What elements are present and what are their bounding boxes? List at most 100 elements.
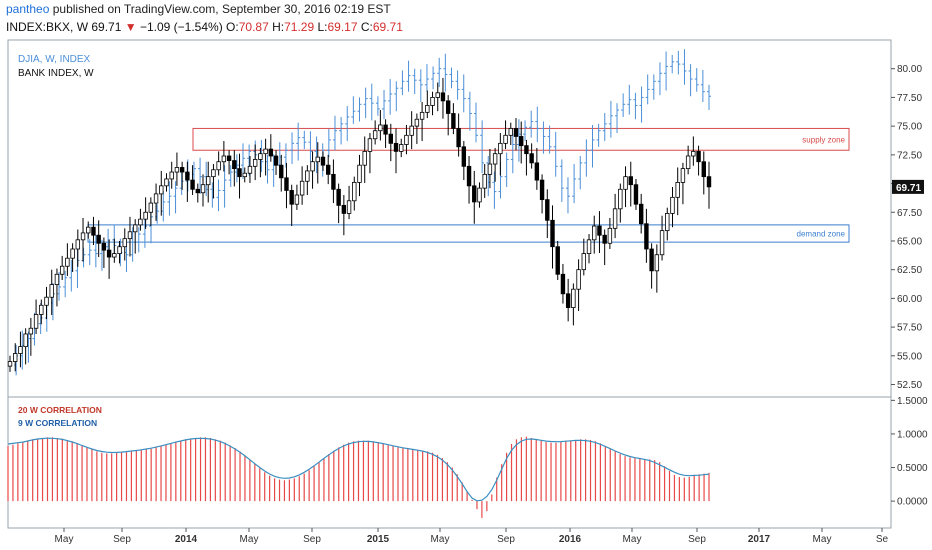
bank-candle [508,128,513,136]
bank-candle [685,155,691,170]
x-tick-label: May [813,534,832,545]
bank-candle [461,146,467,167]
bank-candle [159,185,164,195]
bank-candle [299,180,305,196]
low-value: 69.17 [327,20,358,34]
down-arrow-icon: ▼ [124,20,137,34]
author-link[interactable]: pantheo [6,2,50,16]
bank-candle [164,178,169,187]
bank-candle [148,202,154,213]
bank-candle [571,288,576,308]
bank-candle [268,148,274,157]
bank-candle [383,124,388,135]
bank-candle [28,327,34,335]
x-tick-label: May [240,534,259,545]
bank-candle [357,164,362,183]
bank-candle [524,145,529,155]
bank-candle [49,284,54,298]
close-label: C: [360,20,373,34]
bank-candle [565,293,571,308]
bank-candle [33,314,39,329]
bank-candle [649,248,654,272]
publish-text: published on TradingView.com, September … [52,2,391,16]
bank-candle [539,179,545,201]
x-tick-label: Sep [303,534,321,545]
bank-candle [388,133,393,144]
bank-candle [352,181,357,202]
y-tick-label: 52.50 [897,380,922,391]
x-tick-label: 2017 [748,534,771,545]
bank-candle [550,219,555,248]
bank-candle [440,92,446,102]
bank-candle [602,234,607,244]
bank-candle [691,150,696,157]
bank-candle [644,223,649,250]
bank-candle [560,273,566,295]
bank-candle [399,144,404,152]
bank-candle [117,246,122,254]
bank-candle [263,148,268,155]
bank-candle [101,242,107,251]
open-value: 70.87 [238,20,269,34]
high-label: H: [272,20,285,34]
bank-candle [451,113,456,129]
y-tick-label: 75.00 [897,122,922,133]
bank-candle [284,177,289,191]
bank-candle [326,164,331,175]
x-tick-label: Sep [497,534,515,545]
bank-candle [200,184,206,194]
bank-candle [179,167,185,173]
bank-candle [315,156,320,163]
last-price-tag-label: 69.71 [896,183,921,194]
bank-candle [346,200,352,214]
bank-candle [18,346,23,354]
bank-candle [487,163,493,175]
bank-candle [638,203,644,225]
legend-20w-correlation: 20 W CORRELATION [18,405,102,415]
zone-label: supply zone [802,135,845,144]
plot-frame [7,39,892,529]
bank-candle [362,150,367,166]
bank-candle [289,190,294,205]
ohlc-header: INDEX:BKX, W 69.71 ▼ −1.09 (−1.54%) O:70… [6,20,403,34]
bank-candle [310,161,315,172]
bank-candle [581,253,587,271]
bank-candle [13,353,18,362]
last-price: 69.71 [91,20,122,34]
bank-candle [70,248,75,259]
bank-candle [86,226,91,234]
y-tick-label: 1.5000 [897,396,928,407]
bank-candle [628,176,633,186]
bank-candle [80,232,86,241]
bank-candle [445,100,451,114]
x-tick-label: May [55,534,74,545]
bank-candle [75,239,81,250]
x-tick-label: May [623,534,642,545]
bank-candle [414,118,420,127]
x-tick-label: 2015 [367,534,390,545]
legend-9w-correlation: 9 W CORRELATION [18,418,97,428]
legend-bank-index: BANK INDEX, W [18,68,94,79]
bank-candle [279,164,284,179]
bank-candle [670,196,675,214]
bank-candle [132,224,138,233]
y-tick-label: 65.00 [897,236,922,247]
bank-candle [367,138,373,152]
x-tick-label: 2016 [559,534,582,545]
bank-candle [555,246,560,275]
bank-candle [258,153,263,160]
bank-candle [419,111,425,120]
bank-candle [216,161,221,171]
bank-candle [576,269,581,290]
bank-candle [597,225,602,236]
bank-candle [472,185,477,203]
bank-candle [195,188,200,194]
symbol-label: INDEX:BKX, W [6,20,89,34]
corr9-line [7,437,710,502]
y-tick-label: 80.00 [897,64,922,75]
bank-candle [106,249,112,258]
bank-candle [654,254,660,272]
bank-candle [612,208,618,229]
x-tick-label: Se [876,534,889,545]
